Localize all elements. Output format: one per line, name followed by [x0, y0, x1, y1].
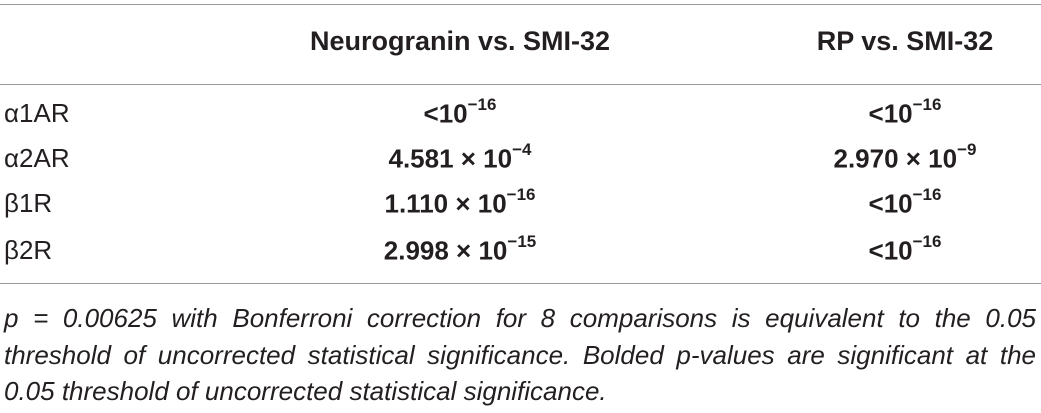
top-rule	[0, 4, 1041, 5]
p-value-exponent: −16	[912, 232, 942, 251]
p-value-base: <10	[868, 235, 913, 266]
p-value: 1.110 × 10−16	[250, 185, 670, 220]
bottom-rule	[0, 283, 1041, 284]
p-value-exponent: −4	[512, 140, 532, 159]
p-value-exponent: −16	[912, 95, 942, 114]
row-label: β1R	[4, 188, 53, 218]
footnote: p = 0.00625 with Bonferroni correction f…	[4, 303, 1036, 406]
p-value-base: <10	[868, 188, 913, 219]
p-value: 4.581 × 10−4	[250, 140, 670, 175]
p-value: <10−16	[695, 95, 1041, 130]
column-header: RP vs. SMI-32	[816, 26, 994, 56]
p-value-exponent: −16	[912, 185, 942, 204]
p-value-exponent: −15	[507, 232, 537, 251]
p-value-base: 1.110 × 10	[384, 188, 507, 219]
row-label: β2R	[4, 235, 53, 265]
p-value-base: <10	[868, 98, 913, 129]
p-value-exponent: −16	[467, 95, 497, 114]
p-value: 2.998 × 10−15	[250, 232, 670, 267]
header-rule	[0, 84, 1041, 85]
p-value: <10−16	[695, 232, 1041, 267]
p-value-exponent: −16	[506, 185, 536, 204]
p-value-base: 2.998 × 10	[383, 235, 508, 266]
p-value-base: <10	[423, 98, 468, 129]
p-value-exponent: −9	[957, 140, 977, 159]
p-value-base: 2.970 × 10	[833, 143, 958, 174]
column-header: Neurogranin vs. SMI-32	[309, 26, 611, 56]
p-value: <10−16	[695, 185, 1041, 220]
p-value: <10−16	[250, 95, 670, 130]
row-label: α2AR	[4, 143, 70, 173]
p-value-base: 4.581 × 10	[388, 143, 513, 174]
p-value: 2.970 × 10−9	[695, 140, 1041, 175]
row-label: α1AR	[4, 98, 70, 128]
